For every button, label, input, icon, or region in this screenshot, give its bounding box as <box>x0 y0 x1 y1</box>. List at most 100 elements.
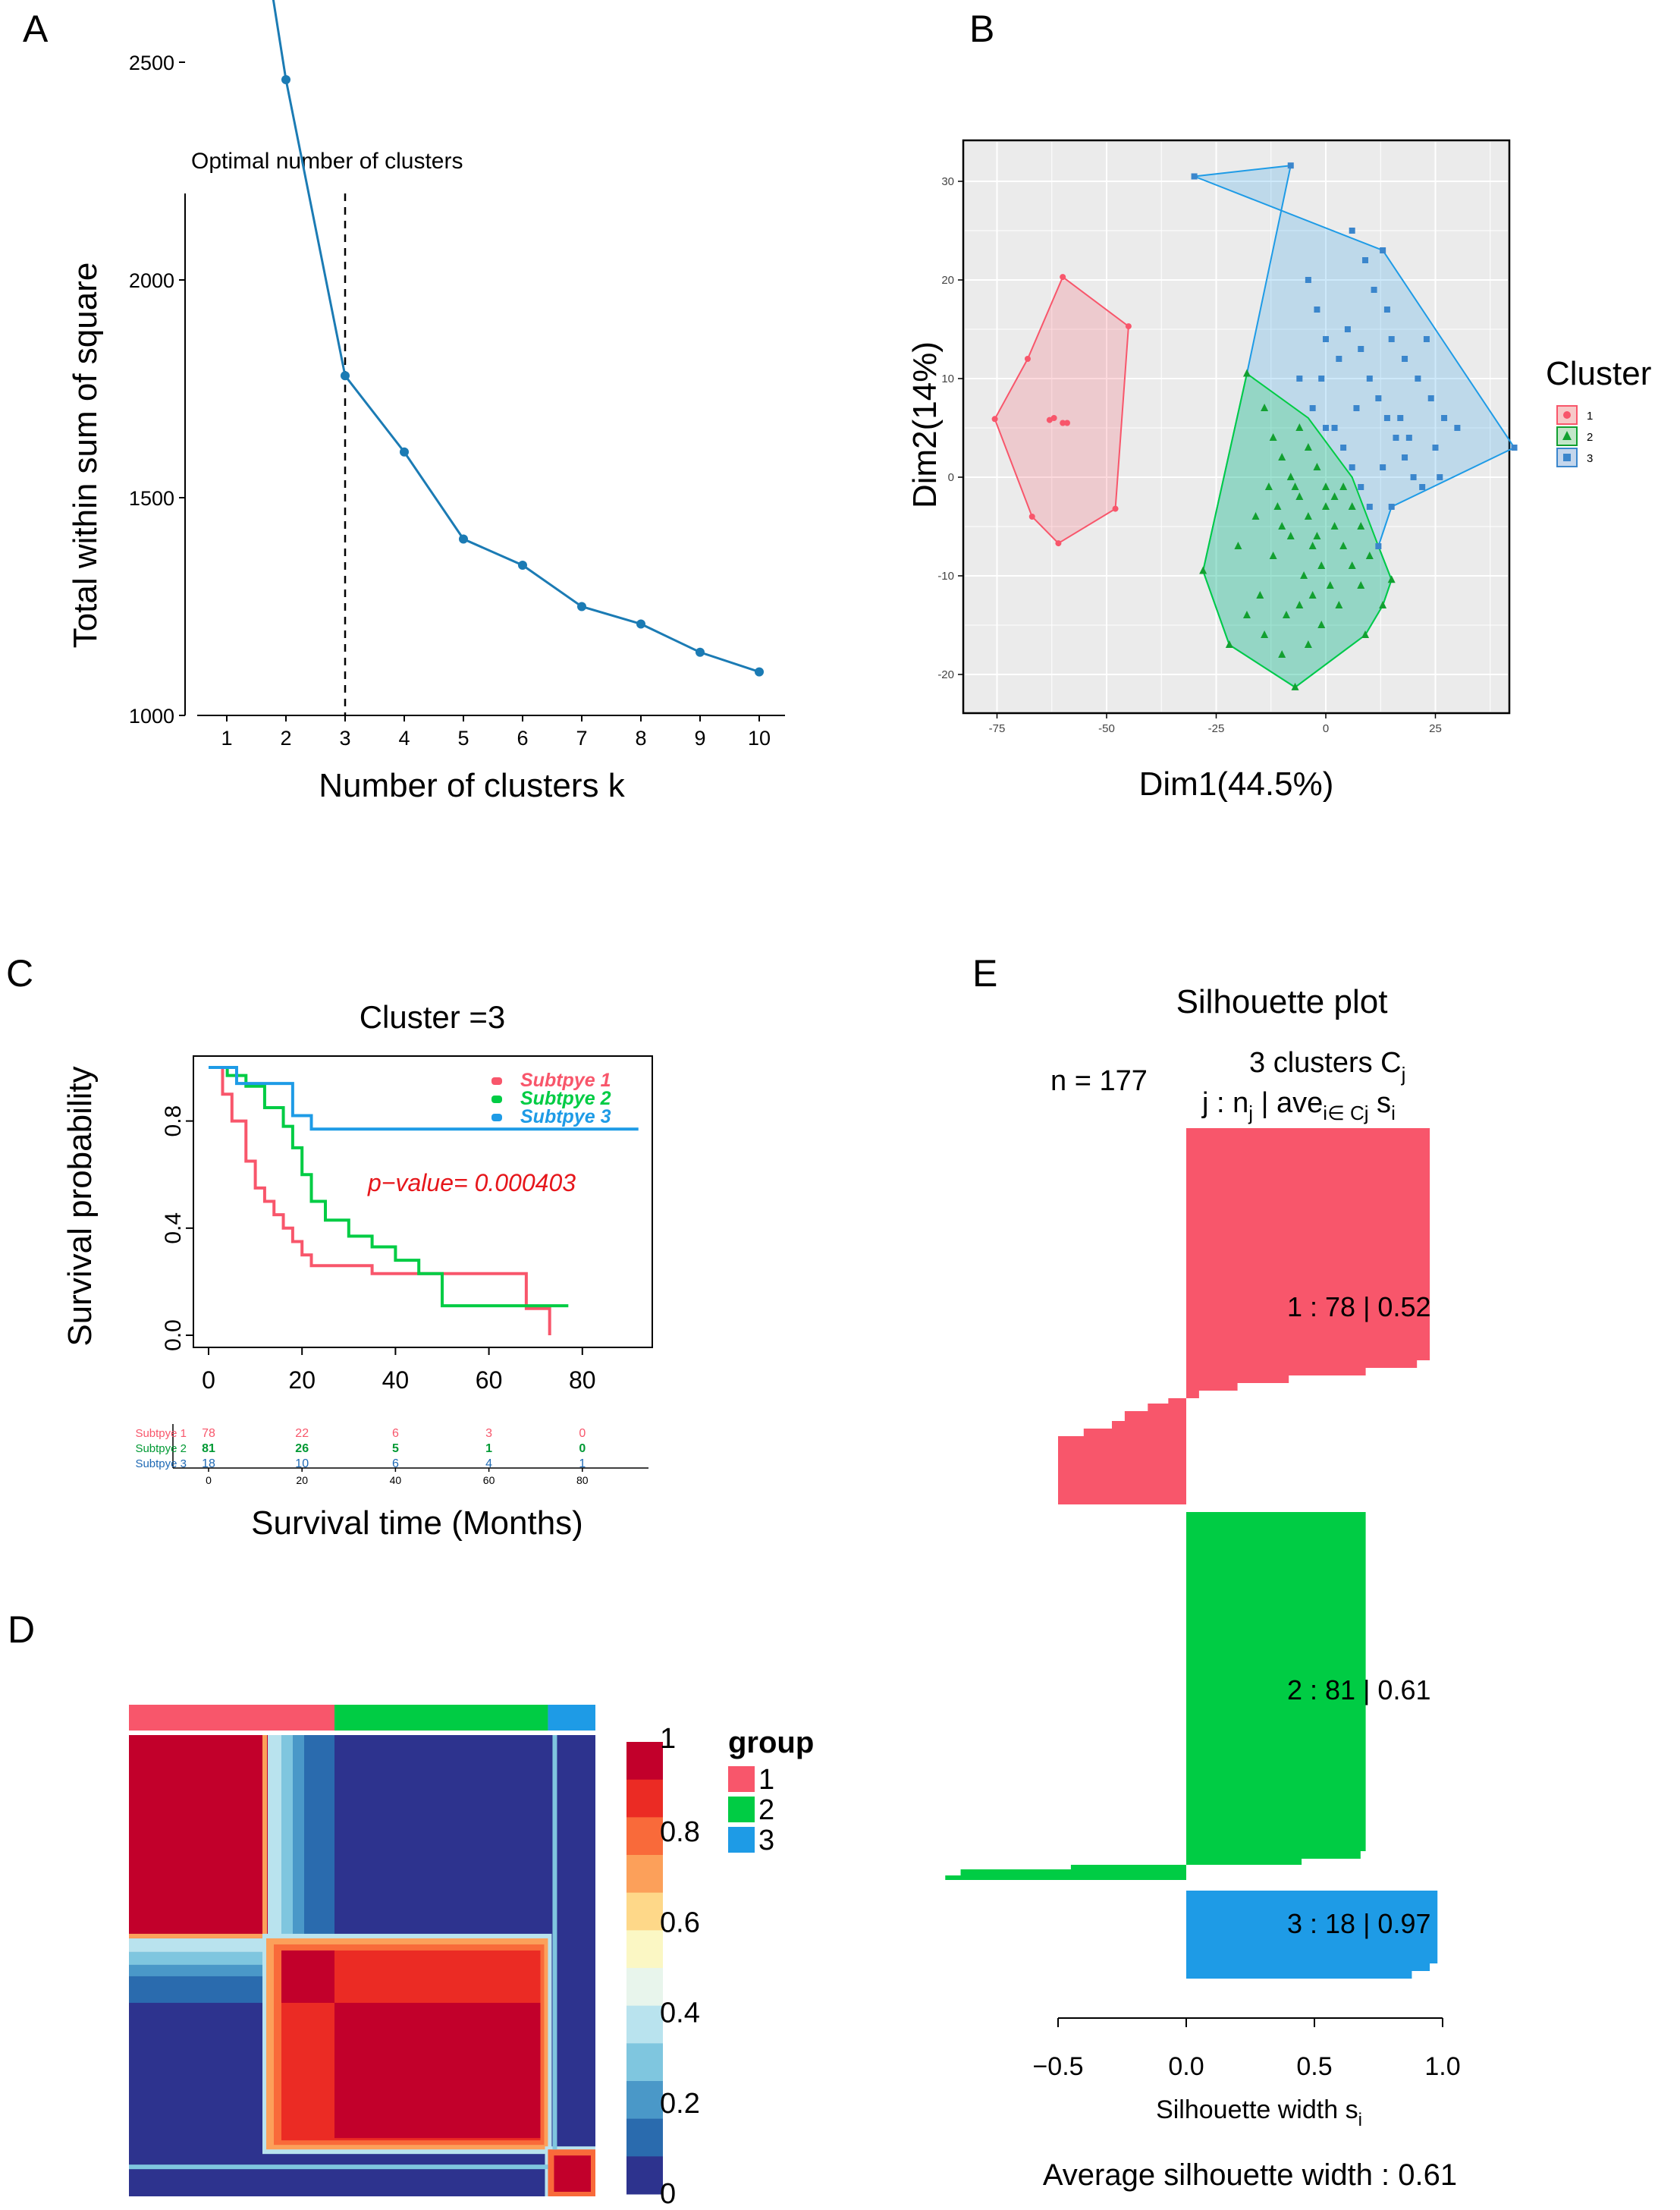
survival-legend-label: Subtpye 3 <box>520 1106 611 1127</box>
risk-table-tick-label: 80 <box>576 1474 589 1486</box>
survival-plot-area <box>193 1055 653 1348</box>
risk-table-value: 26 <box>295 1442 309 1455</box>
cluster-3-point <box>1296 376 1303 382</box>
survival-curve <box>209 1066 551 1335</box>
risk-table-value: 18 <box>202 1457 215 1470</box>
cluster-3-point <box>1305 277 1311 283</box>
silhouette-header-1: 3 clusters Cj <box>1249 1047 1405 1086</box>
silhouette-header-2: j : nj | avei∈ Cj si <box>1201 1087 1396 1124</box>
silhouette-x-tick-label: 0.0 <box>1168 2052 1204 2081</box>
scatter-y-tick-label: 0 <box>948 471 954 484</box>
risk-table-tick-label: 40 <box>390 1474 402 1486</box>
elbow-x-tick-label: 4 <box>398 727 410 750</box>
silhouette-plot: Silhouette plot n = 177 3 clusters Cj j … <box>945 983 1461 2192</box>
survival-x-tick-label: 40 <box>382 1366 410 1394</box>
cluster-2-point <box>1335 601 1343 608</box>
cluster-2-point <box>1234 542 1242 549</box>
group-legend-label: 2 <box>758 1794 774 1826</box>
cluster-2-point <box>1273 502 1282 510</box>
cluster-2-point <box>1322 502 1330 510</box>
color-scale-cell <box>626 1742 663 1781</box>
silhouette-bar-cluster-3 <box>1186 1891 1438 1979</box>
risk-table-value: 1 <box>485 1442 492 1455</box>
cluster-2-point <box>1264 483 1273 490</box>
elbow-x-tick-label: 9 <box>694 727 705 750</box>
cluster-3-point <box>1419 484 1426 490</box>
cluster-2-point <box>1317 561 1326 569</box>
silhouette-title: Silhouette plot <box>1176 983 1388 1020</box>
cluster-3-point <box>1388 504 1395 510</box>
scatter-y-tick-label: 30 <box>941 175 954 188</box>
group-legend-label: 3 <box>758 1825 774 1856</box>
cluster-2-point <box>1313 532 1321 539</box>
silhouette-n-label: n = 177 <box>1050 1065 1148 1097</box>
elbow-x-tick-label: 5 <box>457 727 469 750</box>
cluster-3-point <box>1375 543 1382 549</box>
cluster-3-point <box>1344 326 1351 332</box>
panel-label-a: A <box>23 8 49 50</box>
survival-curve <box>209 1066 639 1131</box>
cluster-2-point <box>1291 682 1299 690</box>
cluster-3-point <box>1405 435 1412 441</box>
elbow-point <box>459 534 468 544</box>
group-legend-title: group <box>728 1726 814 1759</box>
color-scale-label: 1 <box>660 1723 676 1755</box>
cluster-2-point <box>1225 640 1233 648</box>
silhouette-average-label: Average silhouette width : 0.61 <box>1043 2158 1457 2192</box>
color-scale-cell <box>626 2043 663 2082</box>
cluster-2-point <box>1261 630 1269 638</box>
cluster-3-point <box>1393 435 1399 441</box>
scatter-x-tick-label: -50 <box>1098 722 1115 735</box>
group-legend-key <box>728 1766 755 1792</box>
cluster-2-point <box>1379 601 1387 608</box>
survival-x-tick-label: 0 <box>202 1366 215 1394</box>
cluster-3-point <box>1402 356 1408 362</box>
cluster-2-point <box>1286 473 1295 480</box>
cluster-2-point <box>1322 483 1330 490</box>
silhouette-bar-cluster-2-negative <box>945 1865 1186 1880</box>
elbow-point <box>755 667 764 677</box>
cluster-1-point <box>1060 274 1066 281</box>
survival-plot: Cluster =3 0.00.40.8 0 20 40 60 80 Survival … <box>61 999 653 1542</box>
heatmap-strip <box>281 1735 294 1938</box>
cluster-2-point <box>1199 566 1207 574</box>
cluster-2-core <box>334 2002 541 2139</box>
cluster-2-point <box>1308 591 1317 599</box>
silhouette-x-label: Silhouette width si <box>1156 2095 1362 2130</box>
elbow-x-tick-label: 1 <box>221 727 232 750</box>
elbow-x-tick-label: 3 <box>339 727 350 750</box>
cluster-2-point <box>1348 561 1356 569</box>
silhouette-x-tick-label: −0.5 <box>1032 2052 1083 2081</box>
cluster-1-point <box>1125 323 1132 330</box>
elbow-title: Optimal number of clusters <box>191 149 463 174</box>
heatmap-strip <box>129 2164 548 2170</box>
cluster-2-point <box>1269 552 1277 559</box>
cluster-2-point <box>1304 512 1312 520</box>
elbow-point <box>636 619 645 629</box>
heatmap-strip <box>552 1735 557 2150</box>
panel-label-d: D <box>8 1608 35 1651</box>
cluster-3-point <box>1366 376 1373 382</box>
cluster-2-point <box>1304 640 1312 648</box>
cluster-2-point <box>1387 575 1396 583</box>
color-scale-cell <box>626 1968 663 2007</box>
elbow-y-tick-label: 1500 <box>129 487 174 510</box>
elbow-point <box>341 371 350 381</box>
cluster-1-point <box>1024 356 1031 362</box>
survival-x-tick-label: 60 <box>476 1366 503 1394</box>
cluster-2-point <box>1261 404 1269 411</box>
color-scale-label: 0.2 <box>660 2088 700 2120</box>
group-legend-label: 1 <box>758 1764 774 1796</box>
color-scale-cell <box>626 2156 663 2195</box>
cluster-3-point <box>1397 415 1404 421</box>
cluster-3-point <box>1410 474 1417 480</box>
group-annotation-bar <box>129 1705 335 1731</box>
color-scale-cell <box>626 1779 663 1818</box>
cluster-2-core <box>281 1950 335 2003</box>
color-scale-cell <box>626 1930 663 1969</box>
cluster-3-point <box>1366 504 1373 510</box>
cluster-2-point <box>1256 591 1264 599</box>
panel-label-c: C <box>6 952 33 995</box>
silhouette-x-tick-label: 0.5 <box>1296 2052 1332 2081</box>
